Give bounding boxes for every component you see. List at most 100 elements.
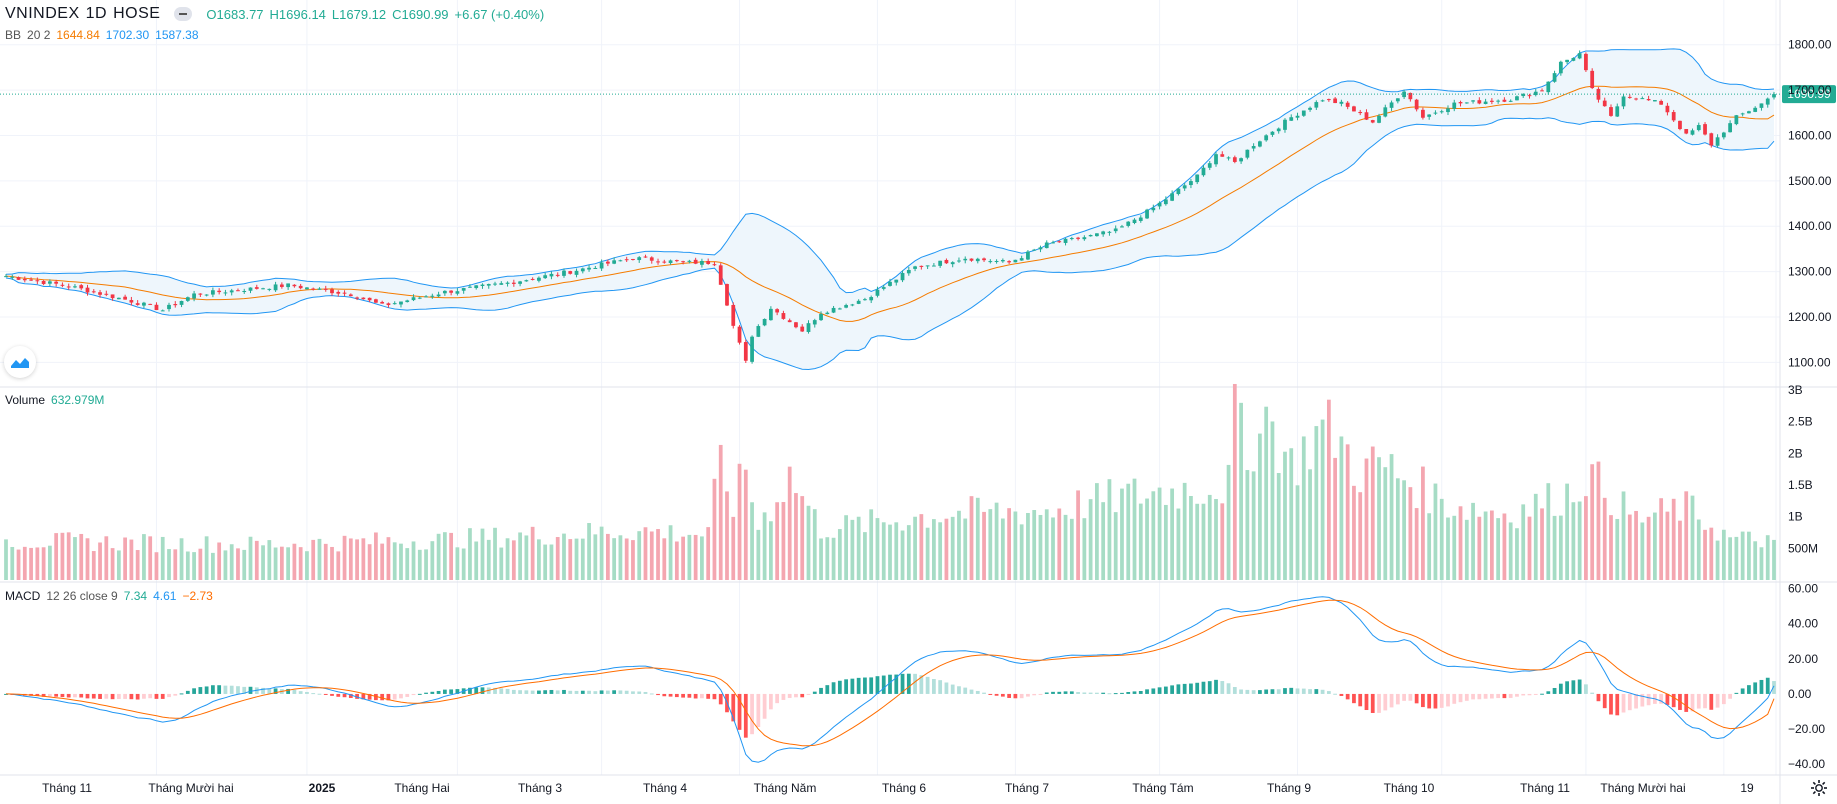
volume-bar [405, 548, 410, 580]
volume-bar [850, 519, 855, 580]
volume-bar [116, 550, 121, 580]
macd-hist-bar [568, 690, 573, 694]
macd-hist-bar [1201, 681, 1206, 694]
candle-body [217, 290, 222, 293]
volume-bar [1759, 547, 1764, 580]
macd-hist-bar [605, 690, 610, 694]
interval-label[interactable]: 1D [85, 5, 108, 22]
candle-body [593, 267, 598, 269]
volume-bar [1339, 436, 1344, 580]
volume-bar [1634, 510, 1638, 580]
candle-body [693, 259, 698, 264]
volume-bar [1107, 479, 1112, 580]
candle-body [587, 267, 591, 270]
volume-legend[interactable]: Volume 632.979M [5, 393, 104, 407]
volume-bar [869, 509, 874, 580]
macd-hist-bar [1107, 693, 1112, 695]
candle-body [1289, 117, 1294, 121]
macd-hist-bar [574, 690, 579, 694]
macd-hist-bar [1032, 693, 1037, 696]
symbol-legend: VNINDEX 1D HOSE O1683.77 H1696.14 L1679.… [5, 5, 544, 23]
settings-gear-icon[interactable] [1809, 778, 1829, 798]
macd-hist-bar [405, 693, 410, 697]
volume-bar [1258, 433, 1262, 580]
candle-body [486, 283, 491, 286]
candle-body [91, 291, 96, 293]
candle-body [1483, 101, 1488, 105]
volume-bar [1590, 464, 1595, 580]
candle-body [1026, 251, 1030, 260]
volume-bar [1314, 426, 1319, 580]
bb-legend[interactable]: BB 20 2 1644.84 1702.30 1587.38 [5, 28, 199, 42]
macd-hist-bar [1753, 682, 1758, 694]
candle-body [1138, 217, 1143, 221]
macd-axis-tick: 60.00 [1788, 582, 1818, 596]
volume-bar [148, 536, 153, 580]
volume-bar [217, 542, 222, 580]
volume-bar [762, 512, 767, 580]
volume-bar [85, 538, 90, 580]
candle-body [1621, 96, 1626, 107]
symbol-name[interactable]: VNINDEX [5, 5, 80, 22]
candle-body [110, 294, 115, 299]
macd-label: MACD [5, 589, 41, 603]
tradingview-logo-icon[interactable] [4, 346, 36, 378]
candle-body [812, 320, 817, 325]
candle-body [1239, 158, 1243, 162]
volume-bar [756, 529, 761, 580]
volume-bar [957, 510, 961, 580]
bb-lower-value: 1587.38 [155, 28, 199, 42]
volume-bar [1170, 488, 1175, 580]
price-axis-tick: 1100.00 [1788, 355, 1831, 369]
volume-bar [969, 496, 974, 580]
macd-hist-bar [888, 674, 892, 694]
macd-hist-bar [737, 693, 742, 730]
candle-body [881, 287, 886, 289]
candle-body [1195, 174, 1200, 183]
macd-hist-bar [1326, 691, 1331, 694]
macd-hist-bar [1101, 692, 1106, 694]
candle-body [261, 288, 265, 290]
volume-bar [1132, 478, 1137, 580]
candle-body [1232, 157, 1237, 162]
macd-hist-bar [1088, 692, 1093, 694]
macd-hist-bar [1464, 693, 1469, 701]
candle-body [1170, 193, 1175, 201]
macd-hist-bar [1019, 693, 1024, 699]
volume-bar [54, 533, 59, 580]
volume-bar [1044, 509, 1049, 580]
macd-hist-bar [743, 693, 748, 738]
time-axis-tick: Tháng 3 [518, 781, 562, 795]
candle-body [1301, 110, 1306, 116]
candle-body [1433, 112, 1438, 114]
macd-hist-bar [1496, 693, 1501, 699]
macd-hist-bar [963, 687, 968, 694]
candle-body [1000, 259, 1005, 262]
volume-bar [392, 542, 397, 580]
macd-hist-bar [1207, 681, 1212, 694]
candle-body [411, 297, 416, 301]
volume-bar [1696, 519, 1701, 580]
macd-hist-bar [969, 689, 974, 694]
candle-body [806, 323, 811, 332]
volume-axis-tick: 500M [1788, 541, 1818, 555]
volume-bar [950, 516, 955, 580]
collapse-legend-icon[interactable] [174, 7, 193, 21]
time-axis-tick: Tháng 6 [882, 781, 926, 795]
volume-bar [781, 502, 786, 580]
macd-hist-bar [668, 693, 673, 697]
candle-body [756, 326, 761, 337]
macd-legend[interactable]: MACD 12 26 close 9 7.34 4.61 −2.73 [5, 589, 213, 603]
candle-body [1038, 247, 1043, 250]
volume-bar [1515, 528, 1519, 580]
macd-hist-bar [1239, 689, 1243, 694]
volume-bar [693, 534, 698, 580]
candle-body [1151, 207, 1156, 211]
volume-bar [1301, 436, 1306, 580]
time-axis-tick: Tháng 9 [1267, 781, 1311, 795]
macd-hist-bar [336, 693, 341, 697]
macd-hist-bar [1151, 688, 1156, 694]
volume-bar [98, 542, 102, 580]
volume-bar [1508, 522, 1513, 580]
